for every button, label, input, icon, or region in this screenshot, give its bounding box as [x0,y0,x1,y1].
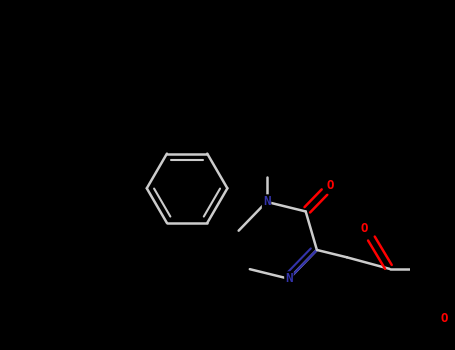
Text: O: O [441,312,448,325]
Text: O: O [327,180,334,193]
Text: O: O [360,222,368,235]
Text: N: N [285,272,293,285]
Text: N: N [263,195,270,208]
